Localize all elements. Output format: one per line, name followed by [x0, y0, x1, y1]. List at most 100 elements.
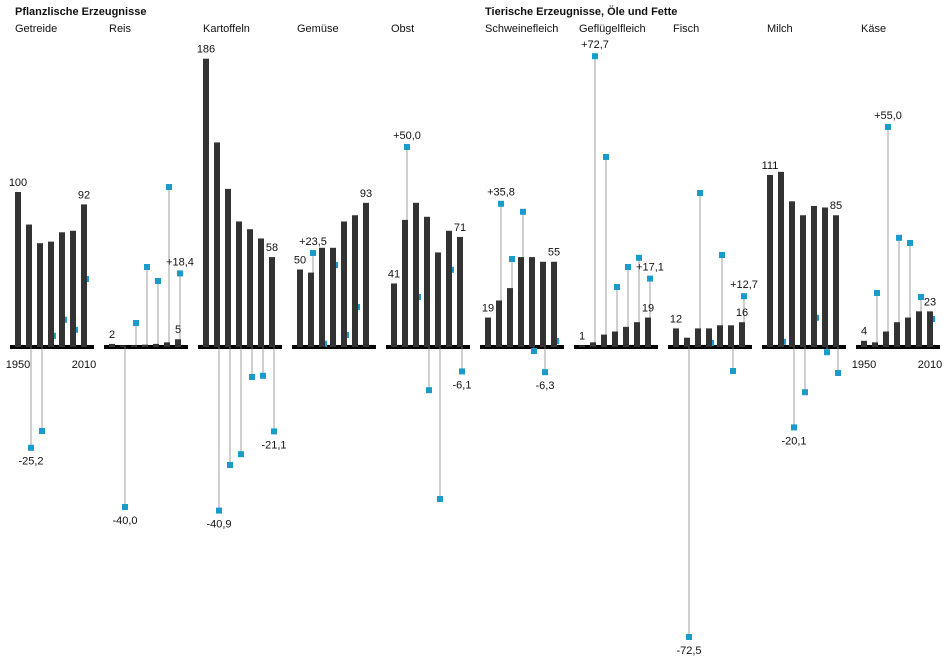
change-dot: [603, 154, 609, 160]
change-dot: [697, 190, 703, 196]
value-label: 93: [360, 188, 372, 200]
bar: [872, 342, 878, 347]
bar: [236, 221, 242, 347]
year-label: 1950: [6, 359, 30, 371]
value-label: 5: [175, 324, 181, 336]
bar: [634, 322, 640, 347]
change-dot: [824, 349, 830, 356]
change-dot: [133, 320, 139, 326]
value-label: 92: [78, 189, 90, 201]
value-label: 85: [830, 200, 842, 212]
panel-title: Gemüse: [297, 23, 339, 35]
bar: [767, 174, 773, 347]
bar: [706, 328, 712, 347]
change-dot: [271, 428, 277, 435]
change-dot: [404, 144, 410, 150]
bar: [214, 142, 220, 347]
value-label: 19: [642, 302, 654, 314]
bar: [81, 204, 87, 347]
bar: [153, 343, 159, 347]
change-label: +35,8: [487, 187, 515, 199]
value-label: 19: [482, 302, 494, 314]
change-dot: [835, 370, 841, 376]
panel-title: Milch: [767, 23, 793, 35]
bar: [717, 325, 723, 347]
change-label: -6,1: [453, 379, 472, 391]
change-dot: [28, 444, 34, 451]
panel-title: Getreide: [15, 23, 57, 35]
change-dot: [122, 504, 128, 510]
group-title: Pflanzlische Erzeugnisse: [15, 6, 146, 18]
bar: [391, 283, 397, 347]
bar: [529, 257, 535, 347]
value-label: 50: [294, 254, 306, 266]
bar: [120, 345, 126, 347]
change-dot: [155, 278, 161, 284]
change-dot: [542, 369, 548, 376]
change-dot: [459, 368, 465, 375]
bar: [175, 339, 181, 347]
bar: [164, 342, 170, 347]
value-label: 4: [861, 326, 867, 338]
bar: [894, 322, 900, 347]
bar: [247, 229, 253, 347]
bar: [579, 345, 585, 347]
bar: [684, 337, 690, 347]
change-dot: [227, 462, 233, 468]
bar: [131, 345, 137, 347]
change-dot: [896, 234, 902, 241]
bar: [601, 334, 607, 347]
bar: [695, 328, 701, 347]
change-label: +55,0: [874, 110, 902, 122]
bar: [203, 58, 209, 347]
year-label: 2010: [918, 359, 942, 371]
panel-title: Käse: [861, 23, 886, 35]
bar: [800, 215, 806, 347]
bar: [739, 322, 745, 347]
change-dot: [531, 348, 537, 354]
panel-title: Obst: [391, 23, 414, 35]
bar: [413, 202, 419, 347]
change-label: +18,4: [166, 256, 194, 268]
bar: [330, 247, 336, 347]
change-label: -72,5: [676, 645, 701, 657]
bar: [269, 257, 275, 347]
change-dot: [874, 290, 880, 296]
value-label: 100: [9, 177, 27, 189]
bar: [728, 325, 734, 347]
bar: [308, 272, 314, 347]
value-label: 71: [454, 222, 466, 234]
change-label: -21,1: [261, 439, 286, 451]
change-dot: [636, 254, 642, 261]
change-dot: [144, 264, 150, 270]
change-dot: [647, 275, 653, 282]
bar: [70, 230, 76, 347]
bar: [551, 261, 557, 347]
change-dot: [791, 424, 797, 431]
bar: [883, 331, 889, 347]
value-label: 55: [548, 247, 560, 259]
change-label: +12,7: [730, 279, 758, 291]
panel-title: Kartoffeln: [203, 23, 250, 35]
change-label: -6,3: [536, 380, 555, 392]
bar: [496, 300, 502, 347]
value-label: 23: [924, 296, 936, 308]
change-dot: [918, 294, 924, 300]
bar: [822, 207, 828, 347]
value-label: 58: [266, 242, 278, 254]
value-label: 16: [736, 307, 748, 319]
bar: [518, 257, 524, 347]
panel-title: Schweinefleich: [485, 23, 558, 35]
value-label: 41: [388, 268, 400, 280]
change-label: -25,2: [18, 456, 43, 468]
bar: [435, 252, 441, 347]
bar: [833, 215, 839, 347]
change-dot: [498, 200, 504, 207]
value-label: 12: [670, 313, 682, 325]
change-dot: [802, 389, 808, 396]
bar: [446, 230, 452, 347]
change-dot: [907, 240, 913, 246]
bar: [402, 219, 408, 347]
bar: [319, 247, 325, 347]
